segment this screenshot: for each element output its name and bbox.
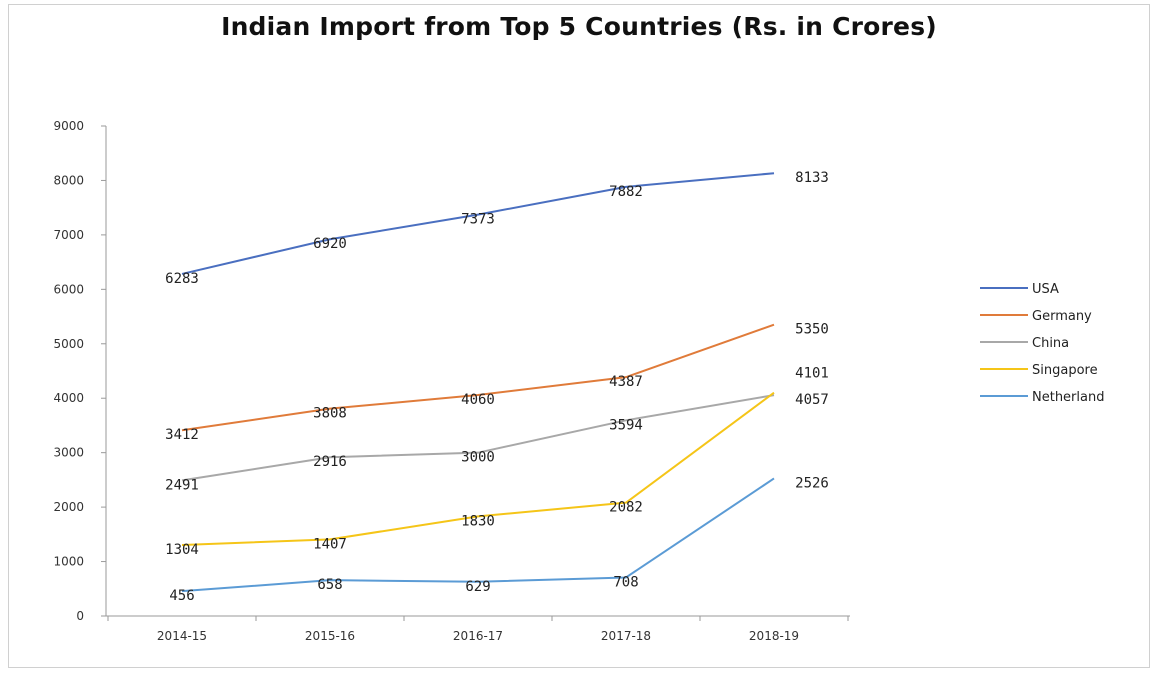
data-label-usa: 8133 xyxy=(795,170,829,186)
y-tick-label: 7000 xyxy=(53,228,84,242)
y-tick-label: 8000 xyxy=(53,173,84,187)
data-label-netherland: 658 xyxy=(317,577,342,593)
data-label-germany: 4387 xyxy=(609,374,643,390)
legend-label-singapore: Singapore xyxy=(1032,363,1098,378)
data-label-singapore: 2082 xyxy=(609,500,643,516)
series-line-netherland xyxy=(181,477,775,593)
legend-label-usa: USA xyxy=(1032,282,1059,297)
series-line-china xyxy=(181,394,775,482)
y-tick-label: 1000 xyxy=(53,555,84,569)
y-tick-label: 5000 xyxy=(53,337,84,351)
x-tick-label: 2014-15 xyxy=(157,629,207,643)
data-label-china: 4057 xyxy=(795,392,829,408)
data-label-germany: 3412 xyxy=(165,427,199,443)
data-label-singapore: 4101 xyxy=(795,366,829,382)
y-tick-label: 9000 xyxy=(53,119,84,133)
data-label-germany: 3808 xyxy=(313,406,347,422)
legend-label-netherland: Netherland xyxy=(1032,390,1104,405)
chart-axes: 0 1000 2000 3000 4000 5000 6000 7000 8000 9000 201… xyxy=(53,119,850,643)
y-tick-label: 2000 xyxy=(53,500,84,514)
data-label-singapore: 1304 xyxy=(165,542,199,558)
data-label-usa: 7373 xyxy=(461,212,495,228)
legend: USA Germany China Singapore Netherland xyxy=(980,282,1104,405)
y-tick-label: 6000 xyxy=(53,282,84,296)
chart-frame xyxy=(8,4,1150,668)
data-label-germany: 4060 xyxy=(461,392,495,408)
data-label-china: 3000 xyxy=(461,450,495,466)
data-label-usa: 7882 xyxy=(609,184,643,200)
data-label-netherland: 629 xyxy=(465,579,490,595)
series-line-usa xyxy=(181,172,775,275)
data-label-usa: 6283 xyxy=(165,271,199,287)
legend-label-china: China xyxy=(1032,336,1069,351)
chart-title: Indian Import from Top 5 Countries (Rs. … xyxy=(221,12,937,41)
x-tick-label: 2016-17 xyxy=(453,629,503,643)
data-label-netherland: 456 xyxy=(169,588,194,604)
data-label-netherland: 708 xyxy=(613,574,638,590)
data-labels: 6283 6920 7373 7882 8133 3412 3808 4060 4387 5350… xyxy=(165,170,829,604)
y-tick-label: 3000 xyxy=(53,446,84,460)
y-tick-label: 0 xyxy=(76,609,84,623)
data-label-netherland: 2526 xyxy=(795,475,829,491)
series-line-singapore xyxy=(181,391,775,547)
x-tick-label: 2017-18 xyxy=(601,629,651,643)
data-label-china: 3594 xyxy=(609,417,643,433)
data-label-germany: 5350 xyxy=(795,322,829,338)
series-lines xyxy=(181,172,775,593)
data-label-china: 2916 xyxy=(313,454,347,470)
series-line-germany xyxy=(181,323,775,432)
y-tick-label: 4000 xyxy=(53,391,84,405)
legend-label-germany: Germany xyxy=(1032,309,1092,324)
data-label-usa: 6920 xyxy=(313,236,347,252)
x-tick-label: 2015-16 xyxy=(305,629,355,643)
data-label-singapore: 1407 xyxy=(313,536,347,552)
x-tick-label: 2018-19 xyxy=(749,629,799,643)
data-label-singapore: 1830 xyxy=(461,513,495,529)
data-label-china: 2491 xyxy=(165,477,199,493)
